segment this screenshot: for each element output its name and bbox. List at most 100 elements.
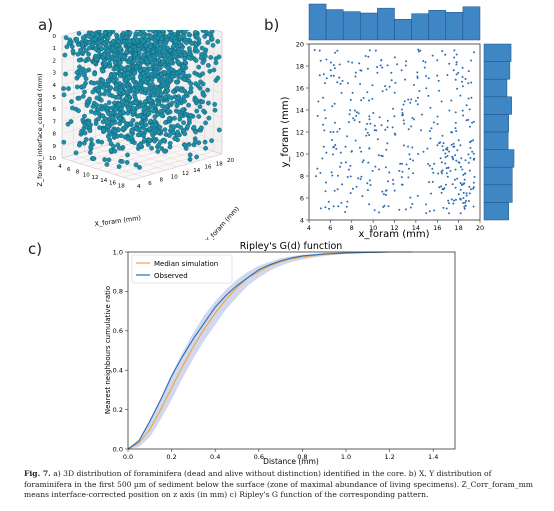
- foram-point: [61, 139, 67, 145]
- foram-point: [173, 39, 179, 44]
- foram-point: [113, 106, 118, 112]
- scatter-point: [340, 91, 343, 94]
- foram-point: [99, 33, 105, 38]
- scatter-point: [472, 158, 475, 161]
- foram-point: [119, 65, 124, 70]
- scatter-point: [324, 206, 327, 209]
- foram-point: [76, 31, 82, 36]
- foram-point: [165, 65, 171, 71]
- legend-entry-observed: Observed: [154, 272, 188, 280]
- foram-point: [136, 47, 142, 53]
- scatter-point: [368, 179, 371, 182]
- foram-point: [130, 117, 136, 123]
- z-tick-label: 10: [49, 156, 56, 162]
- scatter-point: [453, 56, 456, 59]
- scatter-point: [338, 127, 341, 130]
- scatter-point: [452, 142, 455, 145]
- scatter-point: [441, 50, 444, 53]
- scatter-point: [464, 159, 467, 162]
- foram-point: [70, 105, 75, 111]
- g-tick-labels: 0.0 0.2 0.4 0.6 0.8 1.0 1.2 1.4 0.0 0.2 0.4 0.6 0.8 1…: [113, 248, 439, 461]
- scatter-point: [444, 152, 447, 155]
- scatter-point: [464, 78, 467, 80]
- foram-point: [129, 128, 135, 134]
- foram-point: [62, 52, 68, 58]
- foram-point: [81, 140, 87, 146]
- scatter-point: [413, 118, 415, 121]
- foram-point: [66, 41, 72, 46]
- scatter-point: [411, 117, 414, 119]
- foram-point: [149, 145, 154, 151]
- foram-point: [141, 133, 146, 139]
- foram-point: [195, 48, 200, 54]
- y-axis-label: y_foram (mm): [280, 96, 291, 167]
- scatter-point: [399, 162, 402, 165]
- scatter-point: [470, 81, 473, 84]
- scatter-point: [448, 150, 451, 153]
- hist-y-bar: [483, 131, 509, 150]
- x-tick-label: 16: [109, 181, 116, 187]
- x-tick-label: 12: [390, 224, 398, 232]
- foram-point: [153, 84, 159, 90]
- scatter-point: [334, 144, 337, 146]
- foram-point: [140, 30, 146, 33]
- envelope-band: [128, 252, 412, 449]
- scatter-point: [394, 133, 397, 136]
- hist-x-bar: [342, 11, 361, 41]
- scatter-point: [441, 172, 443, 175]
- scatter-point: [323, 129, 326, 132]
- scatter-point: [314, 175, 317, 178]
- grid-line: [88, 140, 179, 167]
- scatter-point: [445, 167, 448, 170]
- scatter-point: [436, 144, 439, 147]
- foram-point: [63, 35, 69, 41]
- foram-point: [194, 154, 199, 160]
- foram-point: [119, 105, 124, 111]
- foram-point: [150, 49, 156, 54]
- scatter-point: [422, 60, 425, 62]
- x-tick-label: 0.2: [166, 453, 176, 461]
- foram-point: [116, 94, 121, 100]
- scatter-point: [416, 71, 419, 74]
- foram-point: [206, 63, 211, 68]
- foram-point: [118, 46, 123, 51]
- scatter-point: [455, 63, 458, 66]
- foram-point: [143, 122, 149, 128]
- foram-point: [176, 49, 182, 55]
- scatter-point: [472, 120, 475, 123]
- x-tick-label: 14: [412, 224, 420, 232]
- scatter-point: [355, 114, 358, 117]
- y-tick-label: 12: [182, 171, 189, 177]
- hist-x-bar: [445, 12, 464, 41]
- scatter-point: [401, 112, 404, 114]
- scatter-point: [455, 61, 458, 64]
- y-tick-label: 4: [137, 184, 141, 190]
- foram-point: [134, 55, 140, 61]
- foram-point: [203, 145, 208, 151]
- scatter-point: [381, 66, 384, 69]
- 3d-point-cloud: [61, 30, 222, 170]
- scatter-point: [385, 148, 388, 151]
- scatter-point: [319, 59, 322, 62]
- scatter-point: [442, 142, 445, 145]
- x-tick-label: 1.0: [341, 453, 351, 461]
- foram-point: [112, 100, 117, 106]
- scatter-point: [384, 189, 387, 192]
- scatter-point: [450, 143, 453, 146]
- scatter-point: [433, 209, 436, 212]
- foram-point: [90, 42, 96, 48]
- scatter-point: [472, 139, 475, 142]
- scatter-point: [454, 111, 457, 114]
- scatter-point: [337, 205, 340, 208]
- foram-point: [194, 34, 200, 40]
- scatter-point: [381, 190, 384, 193]
- foram-point: [86, 40, 92, 46]
- scatter-point: [461, 85, 464, 88]
- foram-point: [200, 81, 206, 87]
- scatter-point: [447, 166, 450, 169]
- scatter-point: [451, 131, 453, 134]
- scatter-point: [454, 121, 457, 124]
- scatter-point: [467, 200, 470, 202]
- foram-point: [157, 124, 163, 130]
- scatter-point: [339, 151, 342, 154]
